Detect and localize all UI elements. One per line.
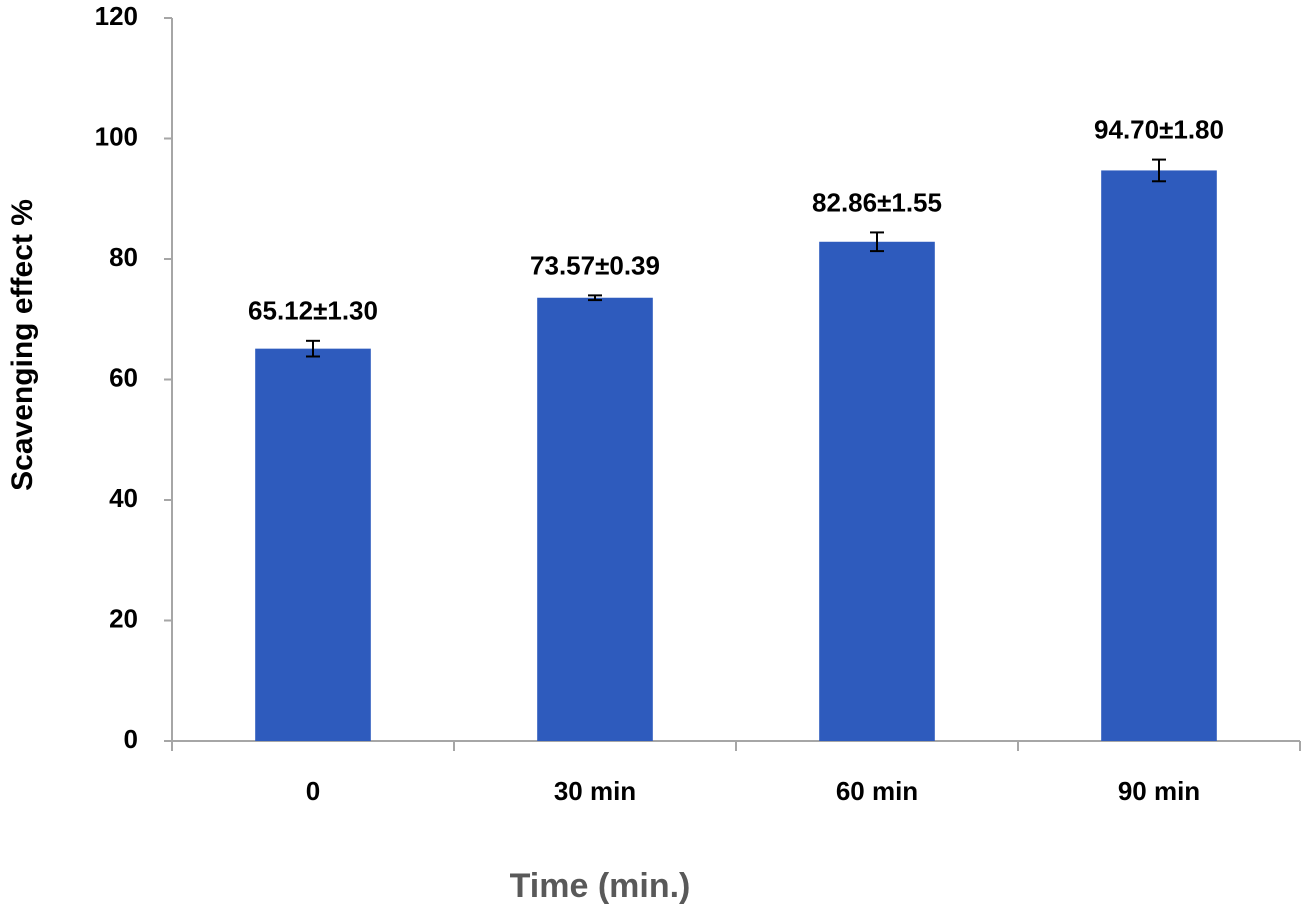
x-tick-label: 60 min	[836, 776, 918, 806]
y-tick-label: 60	[109, 362, 138, 392]
x-tick-label: 30 min	[554, 776, 636, 806]
bar	[537, 297, 653, 741]
y-axis-title: Scavenging effect %	[6, 199, 39, 491]
bar	[819, 241, 935, 741]
y-tick-label: 120	[95, 1, 138, 31]
y-tick-label: 40	[109, 483, 138, 513]
value-label: 94.70±1.80	[1094, 114, 1224, 144]
value-label: 73.57±0.39	[530, 250, 660, 280]
error-bar	[588, 294, 602, 302]
x-tick-label: 90 min	[1118, 776, 1200, 806]
y-tick-label: 0	[124, 724, 138, 754]
error-bar	[1152, 158, 1166, 183]
bar	[1101, 170, 1217, 741]
x-tick-label: 0	[306, 776, 320, 806]
y-tick-label: 80	[109, 242, 138, 272]
x-axis-title: Time (min.)	[510, 867, 691, 905]
value-label: 82.86±1.55	[812, 187, 942, 217]
bar	[255, 348, 371, 741]
error-bar	[870, 231, 884, 253]
error-bar	[306, 339, 320, 358]
value-label: 65.12±1.30	[248, 296, 378, 326]
y-tick-label: 20	[109, 603, 138, 633]
y-tick-label: 100	[95, 121, 138, 151]
